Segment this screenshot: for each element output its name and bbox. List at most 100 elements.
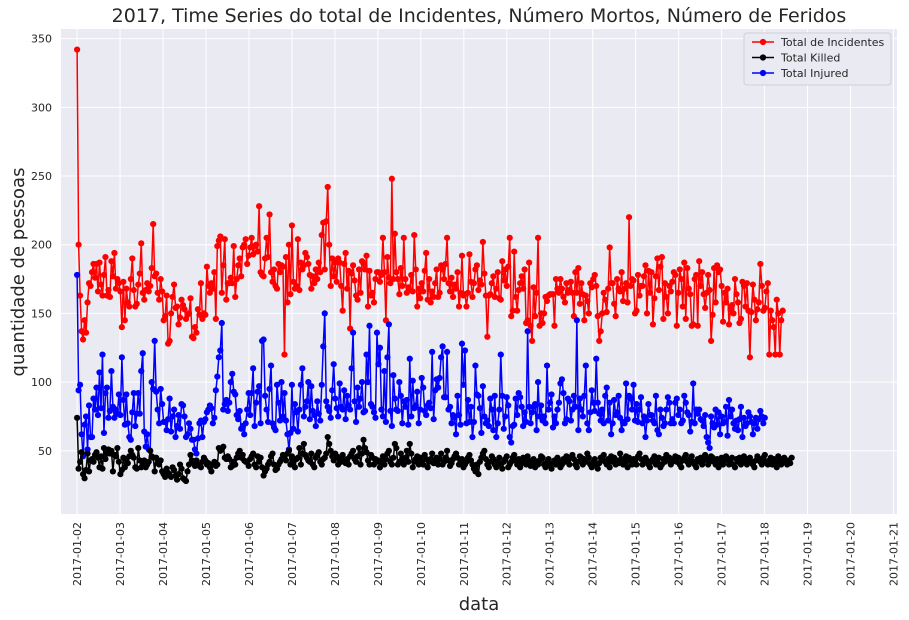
data-point [84, 450, 91, 457]
data-point [411, 231, 418, 239]
data-point [646, 464, 654, 471]
data-point [438, 354, 445, 361]
data-point [379, 234, 387, 241]
data-point [681, 259, 688, 266]
data-point [370, 299, 378, 306]
data-point [418, 374, 425, 382]
data-point [633, 461, 640, 468]
x-tick-label: 2017-01-20 [844, 522, 857, 586]
x-tick-label: 2017-01-13 [544, 522, 557, 586]
data-point [276, 269, 284, 276]
data-point [176, 425, 184, 432]
x-tick-label: 2017-01-05 [200, 522, 213, 586]
data-point [417, 295, 424, 302]
data-point [609, 280, 616, 287]
data-point [639, 282, 646, 290]
data-point [253, 241, 260, 248]
data-point [81, 475, 88, 482]
data-point [672, 271, 679, 279]
data-point [751, 464, 758, 471]
data-point [673, 395, 680, 402]
data-point [752, 317, 759, 324]
data-point [175, 471, 182, 478]
data-point [514, 411, 521, 419]
data-point [182, 477, 190, 485]
data-point [436, 289, 443, 296]
data-point [415, 420, 422, 427]
data-point [679, 417, 686, 424]
data-point [232, 391, 239, 398]
data-point [500, 425, 507, 432]
data-point [381, 368, 388, 375]
data-point [370, 409, 378, 416]
data-point [472, 362, 479, 369]
data-point [232, 461, 239, 468]
data-point [191, 324, 199, 331]
data-point [208, 405, 215, 412]
data-point [764, 280, 771, 287]
data-point [178, 296, 185, 303]
data-point [733, 291, 740, 298]
data-point [402, 403, 409, 410]
data-point [284, 299, 291, 306]
data-point [332, 395, 339, 402]
data-point [115, 391, 122, 398]
y-tick-label: 300 [31, 101, 52, 114]
data-point [451, 414, 458, 421]
data-point [270, 266, 278, 273]
data-point [493, 285, 500, 292]
data-point [384, 253, 391, 261]
data-point [757, 407, 764, 415]
data-point [369, 289, 376, 296]
data-point [581, 317, 588, 324]
data-point [517, 280, 524, 287]
legend-swatch-marker [759, 69, 767, 77]
data-point [766, 351, 773, 358]
data-point [108, 368, 115, 375]
data-point [751, 420, 758, 427]
data-point [254, 248, 261, 255]
data-point [645, 400, 652, 408]
data-point [212, 387, 219, 394]
data-point [600, 451, 607, 459]
data-point [85, 468, 93, 475]
legend: Total de Incidentes Total Killed Total Inj… [743, 32, 892, 86]
data-point [90, 395, 97, 402]
data-point [323, 398, 330, 405]
data-point [637, 394, 645, 401]
data-point [520, 285, 527, 292]
data-point [622, 380, 630, 387]
data-point [366, 322, 373, 329]
data-point [716, 266, 724, 273]
data-point [385, 447, 392, 454]
data-point [215, 354, 222, 361]
data-point [363, 449, 370, 456]
data-point [727, 413, 734, 420]
data-point [344, 285, 351, 292]
data-point [84, 299, 91, 306]
data-point [339, 307, 346, 314]
x-tick-label: 2017-01-02 [71, 522, 84, 586]
data-point [382, 418, 390, 426]
data-point [342, 249, 349, 257]
data-point [731, 464, 739, 471]
data-point [655, 431, 663, 438]
data-point [446, 288, 454, 295]
data-point [485, 422, 492, 430]
data-point [78, 431, 85, 438]
data-point [381, 461, 388, 468]
data-point [699, 417, 706, 424]
series-1 [74, 414, 795, 485]
data-point [617, 288, 624, 295]
data-point [466, 451, 473, 459]
data-point [675, 411, 682, 419]
data-point [497, 296, 504, 303]
data-point [588, 387, 595, 394]
data-point [287, 291, 294, 298]
data-point [508, 439, 515, 446]
data-point [355, 266, 363, 273]
data-point [393, 269, 400, 276]
data-point [166, 395, 173, 402]
data-point [643, 310, 651, 317]
data-point [481, 270, 488, 277]
